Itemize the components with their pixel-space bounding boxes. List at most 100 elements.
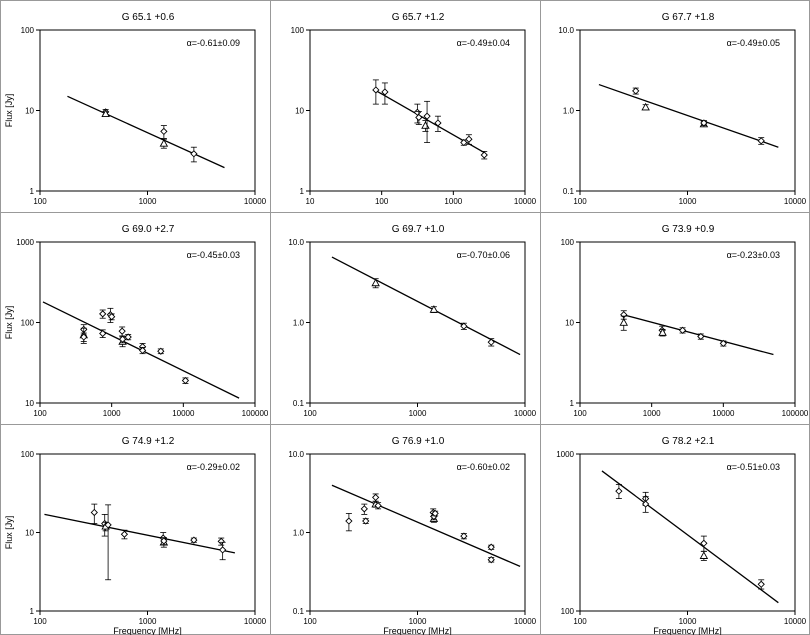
x-tick-label: 10000 [244,617,267,626]
data-point-triangle [371,278,380,287]
fit-line [598,83,779,148]
chart-title: G 65.1 +0.6 [122,12,175,23]
y-tick-label: 10 [565,319,574,328]
plot-area [39,453,256,612]
x-tick-label: 1000 [643,409,661,418]
data-point-diamond [118,327,126,335]
y-tick-label: 1.0 [293,319,305,328]
spectral-index-label: α=-0.49±0.05 [727,38,780,48]
data-point-diamond [118,335,127,343]
plot-area [579,453,796,612]
chart-panel-8: G 76.9 +1.0 100 1000 10000 0.1 1.0 10.0 Frequen… [288,436,536,635]
x-tick-label: 10000 [172,409,195,418]
data-point-diamond [99,310,107,318]
chart-title: G 78.2 +2.1 [662,436,715,447]
x-axis-label: Frequency [MHz] [383,626,452,635]
data-point-diamond [465,135,473,143]
spectral-index-label: α=-0.51±0.03 [727,462,780,472]
plot-area [39,241,256,404]
spectral-index-label: α=-0.23±0.03 [727,250,780,260]
data-point-diamond [104,521,112,529]
data-point-triangle [658,328,667,336]
data-point-diamond [90,508,98,517]
data-point-triangle [619,318,629,326]
x-tick-label: 100 [303,409,317,418]
data-point-diamond [160,537,168,545]
data-point-diamond [697,332,705,341]
x-tick-label: 1000 [409,409,427,418]
data-point-triangle [159,138,169,147]
data-point-diamond [345,517,353,525]
data-point-diamond [360,505,368,513]
x-tick-label: 100 [33,617,47,626]
chart-panel-7: G 74.9 +1.2 100 1000 10000 1 10 100 Flux [Jy] Fr… [4,436,267,635]
data-point-diamond [190,150,198,158]
data-point-diamond [160,127,168,136]
data-point-diamond [108,313,116,321]
data-point-diamond [138,346,147,355]
chart-panel-6: G 73.9 +0.9 100 1000 10000 100000 1 10 100 α=-0.… [561,224,809,418]
chart-panel-3: G 67.7 +1.8 100 1000 10000 0.1 1.0 10.0 α=-0.49… [558,12,806,206]
chart-panel-2: G 65.7 +1.210 100 1000 10000110100α=-0.49±0… [291,12,537,206]
chart-title: G 69.7 +1.0 [392,224,445,235]
fit-line [601,470,779,604]
spectral-index-label: α=-0.61±0.09 [187,38,240,48]
data-point-diamond [700,119,708,127]
x-tick-label: 10000 [514,409,537,418]
y-tick-label: 1000 [16,238,34,247]
chart-title: G 76.9 +1.0 [392,436,445,447]
data-point-triangle [699,551,709,559]
data-point-diamond [757,580,765,588]
data-point-diamond [487,338,495,346]
chart-title: G 73.9 +0.9 [662,224,715,235]
y-tick-label: 1 [300,187,305,196]
y-tick-label: 1 [30,607,35,616]
data-point-diamond [190,536,198,544]
data-point-diamond [487,556,495,564]
spectral-index-label: α=-0.49±0.04 [457,38,510,48]
fit-line [622,314,774,356]
y-tick-label: 100 [291,26,305,35]
y-axis-label: Flux [Jy] [4,94,14,128]
y-tick-label: 100 [21,450,35,459]
data-point-diamond [642,500,650,508]
spectral-index-label: α=-0.29±0.02 [187,462,240,472]
data-point-diamond [719,339,727,348]
data-point-diamond [362,517,370,525]
y-tick-label: 1 [570,399,575,408]
x-tick-label: 100 [375,197,389,206]
data-point-diamond [431,509,439,518]
x-tick-label: 1000 [139,617,157,626]
data-point-diamond [124,333,132,341]
y-tick-label: 10 [25,399,34,408]
data-point-diamond [487,543,495,551]
y-axis-label: Flux [Jy] [4,516,14,550]
fit-line [44,513,236,554]
data-point-triangle [429,305,439,313]
data-point-diamond [99,329,107,338]
spectral-index-label: α=-0.70±0.06 [457,250,510,260]
data-point-diamond [415,113,423,122]
y-tick-label: 1 [30,187,35,196]
data-point-diamond [757,137,765,145]
data-point-diamond [460,532,468,540]
y-tick-label: 10.0 [558,26,574,35]
x-tick-label: 100 [303,617,317,626]
x-tick-label: 10 [306,197,315,206]
x-tick-label: 10000 [712,409,735,418]
data-point-triangle [641,102,650,111]
data-point-diamond [157,347,165,355]
x-tick-label: 1000 [679,197,697,206]
y-axis-label: Flux [Jy] [4,306,14,340]
data-point-diamond [181,376,190,385]
x-tick-label: 10000 [514,617,537,626]
y-tick-label: 100 [21,26,35,35]
x-axis-label: Frequency [MHz] [653,626,722,635]
y-tick-label: 0.1 [293,399,305,408]
chart-title: G 65.7 +1.2 [392,12,445,23]
data-point-diamond [434,119,442,127]
chart-title: G 69.0 +2.7 [122,224,175,235]
y-tick-label: 0.1 [293,607,305,616]
y-tick-label: 100 [561,607,575,616]
